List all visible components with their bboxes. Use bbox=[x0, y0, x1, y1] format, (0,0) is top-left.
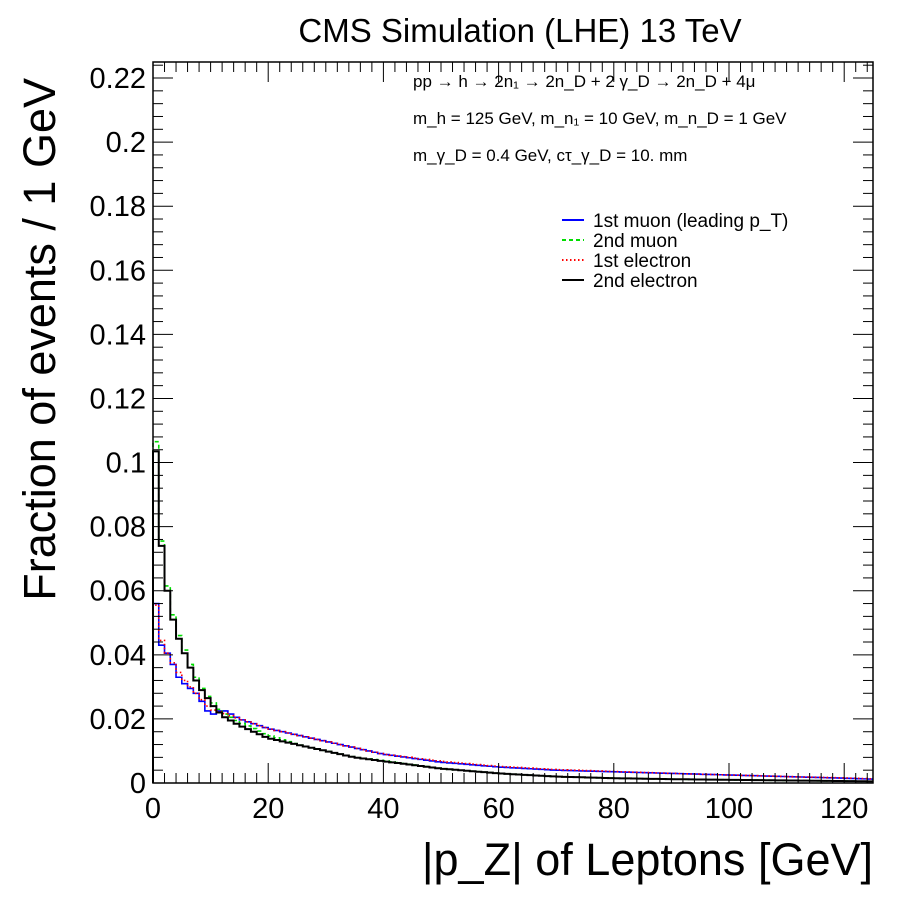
y-tick-label: 0.2 bbox=[106, 127, 146, 159]
x-tick-label: 60 bbox=[482, 793, 514, 825]
plot-frame bbox=[152, 61, 874, 784]
x-tick-label: 100 bbox=[705, 793, 753, 825]
annotation-block: pp → h → 2n₁ → 2n_D + 2 γ_D → 2n_D + 4μ … bbox=[413, 72, 787, 165]
y-tick-label: 0.22 bbox=[90, 63, 146, 95]
annotation-line-2: m_h = 125 GeV, m_n₁ = 10 GeV, m_n_D = 1 … bbox=[413, 109, 787, 128]
x-tick-label: 40 bbox=[367, 793, 399, 825]
x-tick-label: 20 bbox=[252, 793, 284, 825]
legend-entry-label: 1st muon (leading p_T) bbox=[593, 211, 788, 232]
x-tick-label: 120 bbox=[820, 793, 868, 825]
series-line-3 bbox=[152, 604, 873, 783]
y-tick-label: 0.1 bbox=[106, 448, 146, 480]
y-axis-label: Fraction of events / 1 GeV bbox=[14, 78, 65, 601]
chart-title: CMS Simulation (LHE) 13 TeV bbox=[298, 12, 741, 49]
y-tick-label: 0.02 bbox=[90, 704, 146, 736]
y-tick-label: 0.06 bbox=[90, 576, 146, 608]
x-tick-label: 80 bbox=[598, 793, 630, 825]
legend-entry-label: 1st electron bbox=[593, 251, 691, 272]
axis-ticks bbox=[152, 62, 873, 784]
y-tick-label: 0.18 bbox=[90, 191, 146, 223]
legend-entry-label: 2nd muon bbox=[593, 231, 678, 252]
x-tick-labels: 0 20 40 60 80 100 120 bbox=[145, 793, 868, 825]
y-tick-label: 0.12 bbox=[90, 383, 146, 415]
y-tick-label: 0.04 bbox=[90, 640, 146, 672]
y-tick-labels: 0 0.02 0.04 0.06 0.08 0.1 0.12 0.14 0.16 0.18 0.2 0… bbox=[90, 63, 146, 800]
y-tick-label: 0.08 bbox=[90, 512, 146, 544]
y-tick-label: 0 bbox=[130, 768, 146, 800]
y-tick-label: 0.14 bbox=[90, 319, 146, 351]
x-axis-label: |p_Z| of Leptons [GeV] bbox=[422, 834, 873, 885]
annotation-line-3: m_γ_D = 0.4 GeV, cτ_γ_D = 10. mm bbox=[413, 146, 687, 165]
legend-entry-label: 2nd electron bbox=[593, 271, 698, 292]
annotation-line-1: pp → h → 2n₁ → 2n_D + 2 γ_D → 2n_D + 4μ bbox=[413, 72, 755, 91]
x-tick-label: 0 bbox=[145, 793, 161, 825]
y-tick-label: 0.16 bbox=[90, 255, 146, 287]
